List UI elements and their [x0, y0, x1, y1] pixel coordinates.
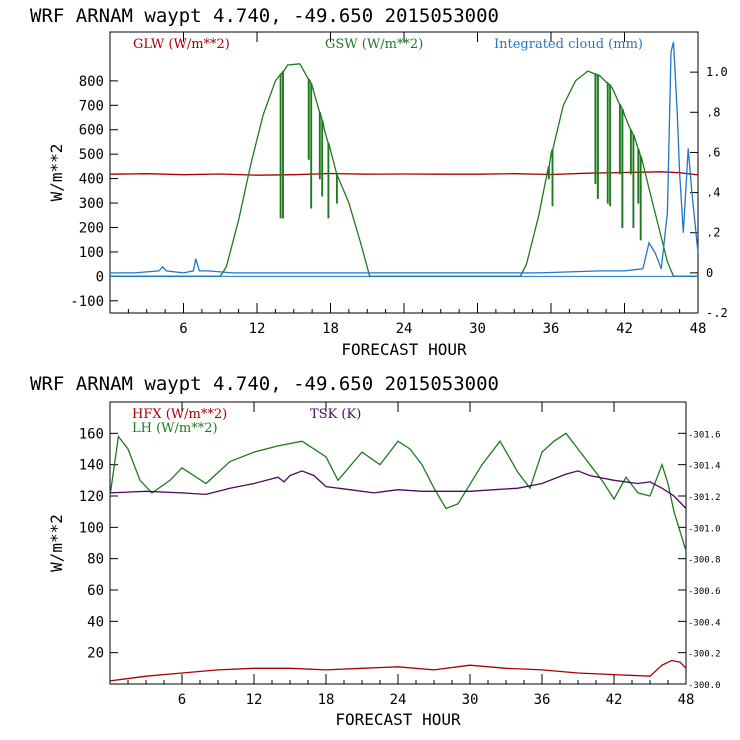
- y-tick-label: 300: [79, 196, 104, 212]
- y-tick-label: 80: [87, 552, 104, 568]
- y2-tick-label: -301.4: [688, 462, 721, 472]
- x-tick-label: 6: [179, 321, 187, 337]
- y2-tick-label: .2: [706, 226, 720, 240]
- y-tick-label: 500: [79, 147, 104, 163]
- y2-tick-label: -301.6: [688, 430, 721, 440]
- x-tick-label: 48: [690, 321, 707, 337]
- y-axis-label: W/m**2: [47, 514, 66, 572]
- y-tick-label: 40: [87, 614, 104, 630]
- y-tick-label: 100: [79, 520, 104, 536]
- x-tick-label: 30: [469, 321, 486, 337]
- y2-tick-label: -300.8: [688, 556, 721, 566]
- x-tick-label: 12: [246, 692, 263, 708]
- x-axis-label: FORECAST HOUR: [341, 340, 467, 359]
- legend-hfx: HFX (W/m**2): [132, 407, 227, 422]
- x-tick-label: 6: [178, 692, 186, 708]
- y2-tick-label: -301.0: [688, 524, 721, 534]
- series-line-lh: [109, 432, 687, 551]
- y2-tick-label: -300.6: [688, 587, 721, 597]
- legend-tsk: TSK (K): [310, 407, 361, 422]
- y2-tick-label: -300.2: [688, 650, 721, 660]
- legend-glw: GLW (W/m**2): [133, 37, 230, 52]
- y-tick-label: -100: [70, 294, 104, 310]
- x-tick-label: 12: [249, 321, 266, 337]
- y-tick-label: 60: [87, 583, 104, 599]
- x-tick-label: 36: [534, 692, 551, 708]
- y-tick-label: 800: [79, 74, 104, 90]
- legend-lh: LH (W/m**2): [132, 421, 218, 436]
- chart-title: WRF ARNAM waypt 4.740, -49.650 201505300…: [30, 5, 499, 27]
- y-tick-label: 400: [79, 172, 104, 188]
- x-tick-label: 18: [322, 321, 339, 337]
- y-tick-label: 100: [79, 245, 104, 261]
- x-tick-label: 48: [678, 692, 695, 708]
- x-tick-label: 42: [606, 692, 623, 708]
- series-line-hfx: [109, 659, 687, 682]
- x-tick-label: 42: [616, 321, 633, 337]
- y2-tick-label: .6: [706, 145, 720, 159]
- y-tick-label: 120: [79, 489, 104, 505]
- y2-tick-label: .4: [706, 186, 720, 200]
- y-tick-label: 140: [79, 458, 104, 474]
- plot-frame: [109, 401, 687, 685]
- x-axis-label: FORECAST HOUR: [335, 710, 461, 729]
- y2-tick-label: -301.2: [688, 493, 721, 503]
- y-tick-label: 160: [79, 426, 104, 442]
- y2-tick-label: 0: [706, 266, 713, 280]
- y-tick-label: 20: [87, 646, 104, 662]
- legend-cloud: Integrated cloud (mm): [494, 37, 643, 52]
- y2-tick-label: -.2: [706, 306, 728, 320]
- y-tick-label: 0: [96, 269, 104, 285]
- y2-tick-label: .8: [706, 105, 720, 119]
- y-tick-label: 700: [79, 98, 104, 114]
- y-axis-label: W/m**2: [47, 144, 66, 202]
- y2-tick-label: -300.0: [688, 681, 721, 691]
- x-tick-label: 30: [462, 692, 479, 708]
- y2-tick-label: 1.0: [706, 65, 728, 79]
- x-tick-label: 18: [318, 692, 335, 708]
- series-line-gsw: [110, 63, 698, 277]
- series-line-cloud: [110, 41, 699, 274]
- y2-tick-label: -300.4: [688, 618, 721, 628]
- x-tick-label: 24: [390, 692, 407, 708]
- x-tick-label: 36: [543, 321, 560, 337]
- series-line-tsk: [109, 470, 687, 509]
- y-tick-label: 200: [79, 220, 104, 236]
- y-tick-label: 600: [79, 123, 104, 139]
- x-tick-label: 24: [396, 321, 413, 337]
- chart-title: WRF ARNAM waypt 4.740, -49.650 201505300…: [30, 373, 499, 395]
- legend-gsw: GSW (W/m**2): [325, 37, 423, 52]
